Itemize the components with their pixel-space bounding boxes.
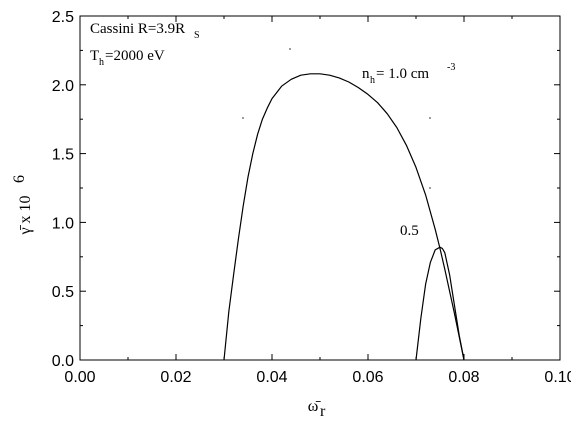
series-line-1 — [223, 73, 465, 361]
y-tick-label: 0.0 — [52, 353, 74, 370]
series-label-1: n h = 1.0 cm -3 — [362, 62, 455, 86]
annotation-line-2-suffix: =2000 eV — [105, 48, 165, 64]
x-axis-label-subscript: r — [320, 403, 326, 420]
annotation-line-1-subscript: S — [194, 30, 200, 41]
y-axis-title: γ̄ x 10 6 — [11, 175, 34, 236]
x-tick-label: 0.04 — [256, 369, 287, 386]
y-axis-label: γ̄ x 10 — [17, 195, 34, 235]
series-line-2 — [415, 246, 465, 361]
x-axis-title: ω̄ r — [308, 398, 326, 420]
x-tick-label: 0.08 — [448, 369, 479, 386]
y-tick-label: 1.5 — [52, 147, 74, 164]
stray-dot — [429, 187, 431, 189]
x-tick-label: 0.02 — [160, 369, 191, 386]
series-label-2: 0.5 — [400, 223, 419, 239]
y-tick-label: 0.5 — [52, 284, 74, 301]
y-tick-label: 1.0 — [52, 215, 74, 232]
series-label-1-value: = 1.0 cm — [376, 66, 429, 82]
x-axis-label: ω̄ — [308, 398, 322, 415]
series-label-1-superscript: -3 — [447, 62, 455, 73]
stray-dot — [289, 48, 291, 50]
annotation-line-1: Cassini R=3.9R — [90, 21, 185, 37]
stray-dots — [242, 48, 431, 189]
stray-dot — [242, 117, 244, 119]
y-tick-label: 2.0 — [52, 78, 74, 95]
stray-dot — [429, 117, 431, 119]
annotation-block: Cassini R=3.9R S T h =2000 eV — [90, 21, 200, 68]
x-tick-label: 0.10 — [544, 369, 571, 386]
x-tick-label: 0.06 — [352, 369, 383, 386]
y-axis-label-superscript: 6 — [11, 175, 28, 183]
annotation-line-2-subscript: h — [99, 57, 104, 68]
series-label-1-main: n — [362, 66, 370, 82]
series-label-1-subscript: h — [370, 75, 375, 86]
plot-frame — [79, 15, 561, 361]
x-tick-label: 0.00 — [64, 369, 95, 386]
y-tick-label: 2.5 — [52, 9, 74, 26]
annotation-line-2-prefix: T — [90, 48, 99, 64]
